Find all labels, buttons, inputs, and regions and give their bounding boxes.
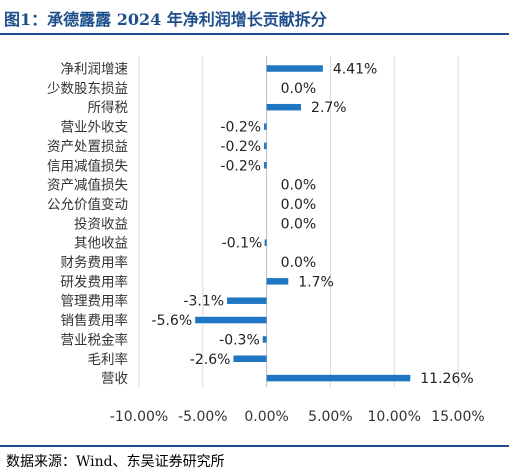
category-labels: 净利润增速少数股东损益所得税营业外收支资产处置损益信用减值损失资产减值损失公允价… xyxy=(47,62,128,388)
bar xyxy=(264,162,267,169)
category-label: 营业外收支 xyxy=(61,120,129,136)
data-label: 0.0% xyxy=(281,216,317,232)
x-tick-label: -10.00% xyxy=(110,409,168,425)
bottom-rule xyxy=(0,445,509,447)
bar xyxy=(264,142,267,150)
bar xyxy=(266,103,302,111)
bar xyxy=(266,65,323,72)
top-rule xyxy=(0,33,509,35)
bar xyxy=(264,239,267,246)
category-label: 其他收益 xyxy=(74,236,128,252)
bar xyxy=(262,336,267,343)
category-label: 资产减值损失 xyxy=(47,178,128,194)
x-tick-labels: -10.00% -5.00% 0.00% 5.00% 10.00% 15.00% xyxy=(110,409,485,425)
category-label: 资产处置损益 xyxy=(47,139,128,155)
data-label: 0.0% xyxy=(281,197,317,213)
data-label: 0.0% xyxy=(281,81,317,97)
bar xyxy=(266,278,289,285)
x-tick-label: 0.00% xyxy=(244,409,288,425)
data-label: -0.3% xyxy=(219,332,260,348)
category-label: 少数股东损益 xyxy=(47,81,128,97)
category-label: 管理费用率 xyxy=(61,293,129,310)
grid-layer xyxy=(138,56,459,387)
data-label: 0.0% xyxy=(281,255,317,271)
data-label: -0.2% xyxy=(220,139,261,155)
category-label: 营收 xyxy=(101,371,128,387)
bar xyxy=(264,123,267,130)
x-tick-label: 5.00% xyxy=(308,409,352,425)
data-label: 11.26% xyxy=(420,371,473,387)
category-label: 销售费用率 xyxy=(61,312,129,329)
source-note: 数据来源：Wind、东吴证券研究所 xyxy=(6,454,225,470)
data-label: -0.2% xyxy=(220,120,261,136)
category-label: 投资收益 xyxy=(74,216,128,232)
category-label: 毛利率 xyxy=(88,351,129,368)
data-label: 1.7% xyxy=(298,274,334,290)
data-label: -3.1% xyxy=(183,294,224,310)
x-tick-label: 10.00% xyxy=(368,409,421,425)
bar-chart: 4.41% 0.0% 2.7% -0.2% -0.2% -0.2% 0.0% 0.0% 0.0%… xyxy=(47,56,485,425)
x-tick-label: 15.00% xyxy=(431,409,484,425)
label-layer: 4.41% 0.0% 2.7% -0.2% -0.2% -0.2% 0.0% 0.0% 0.0%… xyxy=(152,62,474,388)
bar xyxy=(195,316,267,324)
data-label: -5.6% xyxy=(152,313,193,329)
bar-layer xyxy=(195,65,411,382)
category-label: 信用减值损失 xyxy=(47,158,128,174)
data-label: -0.1% xyxy=(222,236,263,252)
category-label: 财务费用率 xyxy=(61,254,129,271)
data-label: -0.2% xyxy=(220,158,261,174)
figure-title: 图1：承德露露 2024 年净利润增长贡献拆分 xyxy=(4,10,327,29)
data-label: 2.7% xyxy=(311,100,347,116)
x-tick-label: -5.00% xyxy=(178,409,228,425)
data-label: -2.6% xyxy=(190,352,231,368)
category-label: 公允价值变动 xyxy=(47,197,128,213)
category-label: 净利润增速 xyxy=(61,62,129,78)
category-label: 研发费用率 xyxy=(61,273,129,290)
bar xyxy=(227,297,267,304)
data-label: 0.0% xyxy=(281,178,317,194)
data-label: 4.41% xyxy=(333,62,377,78)
category-label: 营业税金率 xyxy=(61,331,129,348)
category-label: 所得税 xyxy=(88,99,129,116)
bar xyxy=(233,355,267,362)
bar xyxy=(266,374,411,382)
